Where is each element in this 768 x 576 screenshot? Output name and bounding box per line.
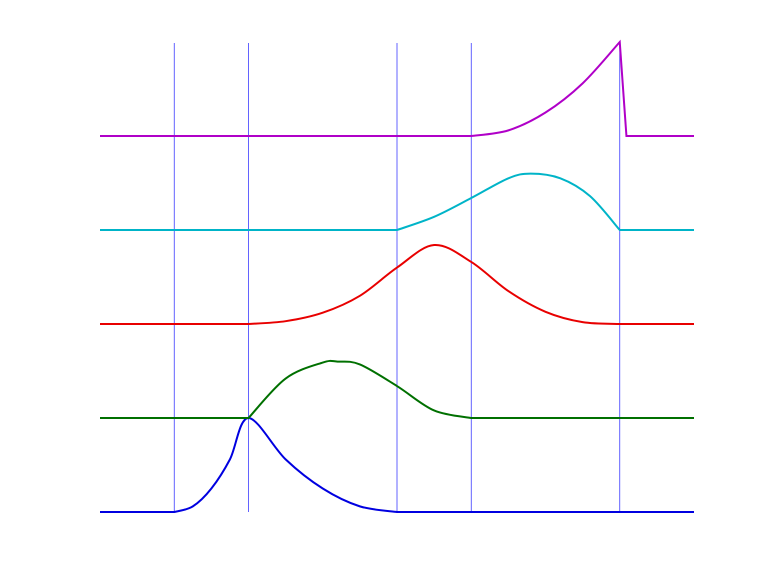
series-line-3 bbox=[100, 172, 694, 231]
series-line-1 bbox=[100, 359, 694, 419]
series-line-4 bbox=[100, 39, 694, 137]
series-curves bbox=[100, 39, 694, 513]
series-line-2 bbox=[100, 244, 694, 325]
vertical-lines bbox=[173, 43, 621, 512]
